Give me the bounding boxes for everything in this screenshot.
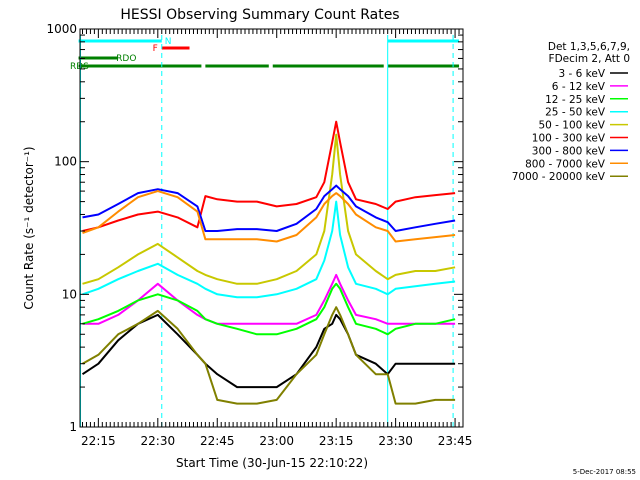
series-layer (81, 120, 456, 405)
x-tick-label: 22:30 (141, 434, 176, 448)
series-line-50-100-kev (82, 133, 456, 285)
flag-label-rdo: RDO (116, 54, 136, 64)
series-line-6-12-kev (82, 273, 456, 325)
chart-title: HESSI Observing Summary Count Rates (120, 7, 399, 23)
series-line-800-7000-kev (82, 190, 456, 243)
x-axis-label: Start Time (30-Jun-15 22:10:22) (176, 456, 368, 470)
series-line-3-6-kev (81, 313, 456, 389)
legend-header-line: Det 1,3,5,6,7,9, (548, 41, 630, 53)
legend-entry-label: 3 - 6 keV (558, 68, 605, 80)
legend-entry-label: 25 - 50 keV (545, 107, 606, 119)
flag-label-f: F (153, 44, 158, 54)
x-tick-label: 23:30 (378, 434, 413, 448)
x-tick-label: 22:45 (200, 434, 235, 448)
y-axis: 1 10 100 1000 (46, 22, 463, 434)
y-tick-label: 10 (62, 287, 77, 301)
legend: Det 1,3,5,6,7,9,FDecim 2, Att 0 3 - 6 keV… (512, 41, 630, 183)
x-axis: 22:15 22:30 22:45 23:00 23:15 23:30 23:45 (81, 29, 472, 448)
y-tick-label: 1 (69, 420, 77, 434)
flag-label-n: N (165, 37, 172, 47)
legend-entry-label: 100 - 300 keV (532, 133, 606, 145)
date-stamp: 5-Dec-2017 08:55 (573, 468, 636, 476)
series-line-300-800-kev (82, 184, 456, 232)
legend-entry-label: 7000 - 20000 keV (512, 171, 606, 183)
x-tick-label: 23:45 (438, 434, 473, 448)
legend-entry-label: 300 - 800 keV (532, 145, 606, 157)
y-tick-label: 1000 (46, 22, 77, 36)
x-tick-label: 22:15 (81, 434, 116, 448)
series-line-100-300-kev (82, 120, 456, 232)
x-tick-label: 23:15 (319, 434, 354, 448)
series-line-12-25-kev (82, 282, 456, 336)
legend-header-line: FDecim 2, Att 0 (549, 53, 630, 65)
series-line-25-50-kev (82, 200, 456, 299)
legend-entry-label: 50 - 100 keV (538, 120, 605, 132)
y-tick-label: 100 (54, 155, 77, 169)
series-line-7000-20000-kev (82, 306, 456, 405)
plot-frame (79, 28, 464, 428)
legend-entry-label: 6 - 12 keV (552, 81, 606, 93)
legend-entry-label: 800 - 7000 keV (525, 158, 606, 170)
x-tick-label: 23:00 (259, 434, 294, 448)
legend-entry-label: 12 - 25 keV (545, 94, 606, 106)
y-axis-label: Count Rate (s⁻¹ detector⁻¹) (22, 146, 36, 309)
